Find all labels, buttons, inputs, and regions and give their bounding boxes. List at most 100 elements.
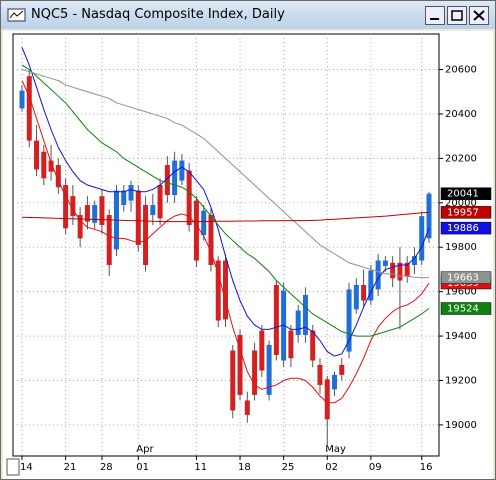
candle-body: [77, 215, 83, 239]
value-tag: [440, 302, 492, 315]
candle-body: [19, 90, 25, 109]
candle-body: [41, 151, 47, 179]
y-tick-label: 19800: [445, 242, 477, 253]
candle-body: [404, 262, 410, 277]
value-tag: [440, 187, 492, 200]
moving-average-line: [21, 211, 430, 223]
candle-body: [397, 262, 403, 281]
x-tick-label: 25: [282, 462, 295, 473]
x-tick-label: 16: [420, 462, 433, 473]
moving-average-line: [21, 69, 429, 279]
candle-body: [375, 260, 381, 290]
candle-body: [252, 350, 258, 395]
x-tick-label: 09: [369, 462, 382, 473]
candle-body: [237, 334, 243, 395]
candle-body: [368, 270, 374, 301]
candle-body: [48, 160, 54, 172]
value-tag-label: 19524: [447, 304, 479, 315]
value-tag: [440, 206, 492, 219]
candle-body: [135, 190, 141, 245]
value-tag-label: 20041: [447, 189, 479, 200]
candle-body: [310, 330, 316, 361]
chart: 19000 19200 19400 19600 19800 20000 20200 20400…: [3, 31, 493, 479]
y-tick-label: 20200: [445, 153, 477, 164]
candle-body: [26, 76, 32, 141]
y-tick-label: 20000: [445, 198, 477, 209]
y-tick-label: 19000: [445, 420, 477, 431]
candle-body: [426, 193, 432, 239]
candle-body: [208, 215, 214, 265]
candle-body: [106, 215, 112, 265]
candle-body: [317, 364, 323, 385]
candle-body: [273, 284, 279, 355]
candle-body: [244, 400, 250, 415]
candle-body: [70, 196, 76, 217]
x-tick-label: 02: [325, 462, 338, 473]
x-tick-label: 21: [64, 462, 77, 473]
candle-body: [179, 160, 185, 181]
candle-body: [339, 364, 345, 375]
candle-body: [346, 289, 352, 352]
value-tag: [440, 221, 492, 235]
candle-body: [172, 160, 178, 196]
month-label: May: [325, 444, 346, 455]
candle-body: [266, 344, 272, 395]
candle-body: [324, 379, 330, 420]
minimize-button[interactable]: [425, 6, 445, 25]
candle-body: [390, 262, 396, 279]
candle-body: [128, 185, 134, 201]
candle-body: [150, 205, 156, 216]
candle-body: [419, 216, 425, 261]
app-icon: [7, 8, 26, 22]
candle-body: [157, 185, 163, 219]
candle-body: [164, 165, 170, 196]
moving-average-line: [21, 64, 430, 337]
candle-body: [295, 310, 301, 335]
candle-body: [201, 210, 207, 236]
value-tag-label: 19957: [447, 207, 479, 218]
window-title: NQC5 - Nasdaq Composite Index, Daily: [31, 7, 285, 22]
candle-body: [332, 374, 338, 390]
corner-box: [6, 458, 20, 476]
candle-body: [215, 260, 221, 321]
x-tick-label: 18: [238, 462, 251, 473]
window-buttons[interactable]: [425, 6, 491, 26]
candle-body: [288, 330, 294, 359]
candle-body: [230, 350, 236, 411]
month-label: Apr: [136, 444, 154, 455]
title-bar: NQC5 - Nasdaq Composite Index, Daily: [1, 1, 495, 29]
x-tick-label: 14: [20, 462, 33, 473]
candle-body: [34, 140, 40, 170]
candle-body: [143, 205, 149, 265]
candle-body: [121, 190, 127, 206]
y-tick-label: 20400: [445, 109, 477, 120]
value-tag-label: 19663: [447, 273, 479, 284]
candle-body: [99, 196, 105, 226]
y-tick-label: 19600: [445, 287, 477, 298]
moving-average-line: [21, 80, 430, 404]
candle-body: [223, 260, 228, 320]
candle-body: [193, 200, 199, 261]
candle-body: [186, 170, 192, 226]
value-tag-label: 19886: [447, 223, 479, 234]
candle-body: [92, 205, 98, 223]
x-tick-label: 01: [136, 462, 149, 473]
candle-body: [84, 205, 90, 222]
candle-body: [361, 284, 367, 301]
plot-frame: [12, 33, 440, 457]
candle-body: [259, 330, 265, 371]
maximize-button[interactable]: [447, 6, 467, 25]
value-tag: [440, 271, 492, 284]
candle-body: [353, 284, 359, 310]
candle-body: [382, 260, 388, 267]
candle-body: [63, 185, 69, 229]
x-tick-label: 11: [194, 462, 207, 473]
moving-average-line: [21, 47, 430, 357]
candle-body: [302, 294, 308, 335]
y-tick-label: 20600: [445, 65, 477, 76]
candle-body: [411, 256, 417, 265]
candle-body: [55, 165, 61, 188]
x-tick-label: 28: [100, 462, 113, 473]
y-tick-label: 19200: [445, 375, 477, 386]
